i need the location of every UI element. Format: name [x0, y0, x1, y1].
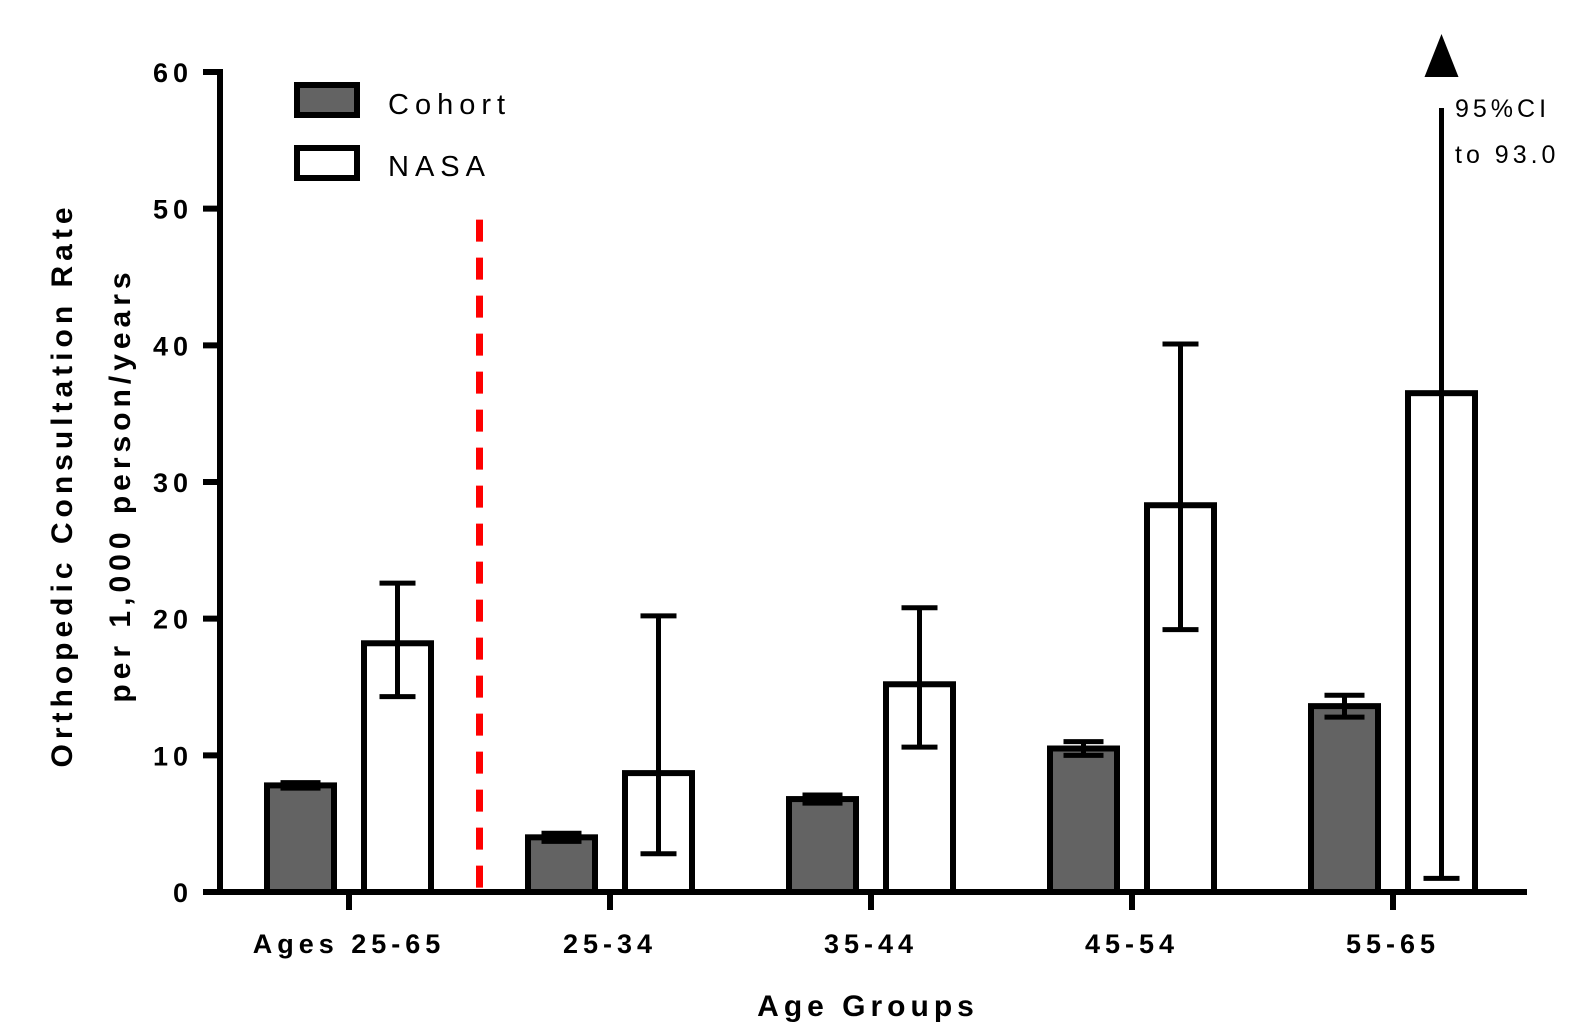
bar-cohort: [786, 796, 859, 895]
legend-swatch-cohort: [294, 82, 360, 118]
legend-swatch-nasa: [294, 145, 360, 181]
legend: Cohort NASA: [294, 82, 511, 183]
x-tick-label: 55-65: [1346, 929, 1440, 959]
y-tick-label: 50: [153, 195, 193, 225]
ci-annotation-line-2: to 93.0: [1455, 141, 1559, 169]
error-bar-cohort: [802, 792, 843, 806]
y-tick-label: 40: [153, 331, 193, 361]
ci-arrow-icon: [1424, 34, 1459, 77]
x-axis-ticks: Ages 25-65 25-34 35-44 45-54 55-65: [253, 892, 1440, 959]
bar-cohort: [1047, 745, 1120, 895]
x-tick-label: 25-34: [563, 929, 657, 959]
y-axis-title: Orthopedic Consultation Rate per 1,000 p…: [46, 202, 137, 767]
error-bar-cohort: [1324, 692, 1365, 720]
bar-cohort: [1308, 703, 1381, 896]
y-axis-ticks: 0 10 20 30 40 50 60: [153, 58, 220, 908]
error-bar-nasa: [1423, 34, 1460, 881]
error-bars-layer: [280, 34, 1460, 881]
ci-annotation-line-1: 95%CI: [1455, 95, 1550, 123]
y-tick-label: 10: [153, 741, 193, 771]
x-tick-label: Ages 25-65: [253, 929, 446, 959]
error-bar-cohort: [1063, 739, 1104, 758]
bar-cohort: [525, 834, 598, 895]
y-tick-label: 20: [153, 605, 193, 635]
bar-cohort: [264, 782, 337, 896]
bars-layer: [264, 390, 1478, 896]
x-tick-label: 45-54: [1085, 929, 1179, 959]
error-bar-nasa: [379, 580, 416, 700]
error-bar-nasa: [901, 605, 938, 750]
x-axis-title: Age Groups: [757, 990, 979, 1023]
error-bar-cohort: [541, 830, 582, 844]
legend-label-nasa: NASA: [388, 151, 491, 183]
y-axis-title-line-2: per 1,000 person/years: [104, 267, 137, 702]
legend-label-cohort: Cohort: [388, 89, 511, 121]
error-bar-nasa: [640, 613, 677, 857]
ci-annotation: 95%CI to 93.0: [1455, 95, 1559, 169]
error-bar-nasa: [1162, 341, 1199, 633]
x-tick-label: 35-44: [824, 929, 918, 959]
axes-layer: [203, 69, 1527, 895]
y-tick-label: 0: [173, 878, 193, 908]
y-tick-label: 60: [153, 58, 193, 88]
y-tick-label: 30: [153, 468, 193, 498]
y-axis-title-line-1: Orthopedic Consultation Rate: [46, 202, 79, 767]
error-bar-cohort: [280, 780, 321, 791]
